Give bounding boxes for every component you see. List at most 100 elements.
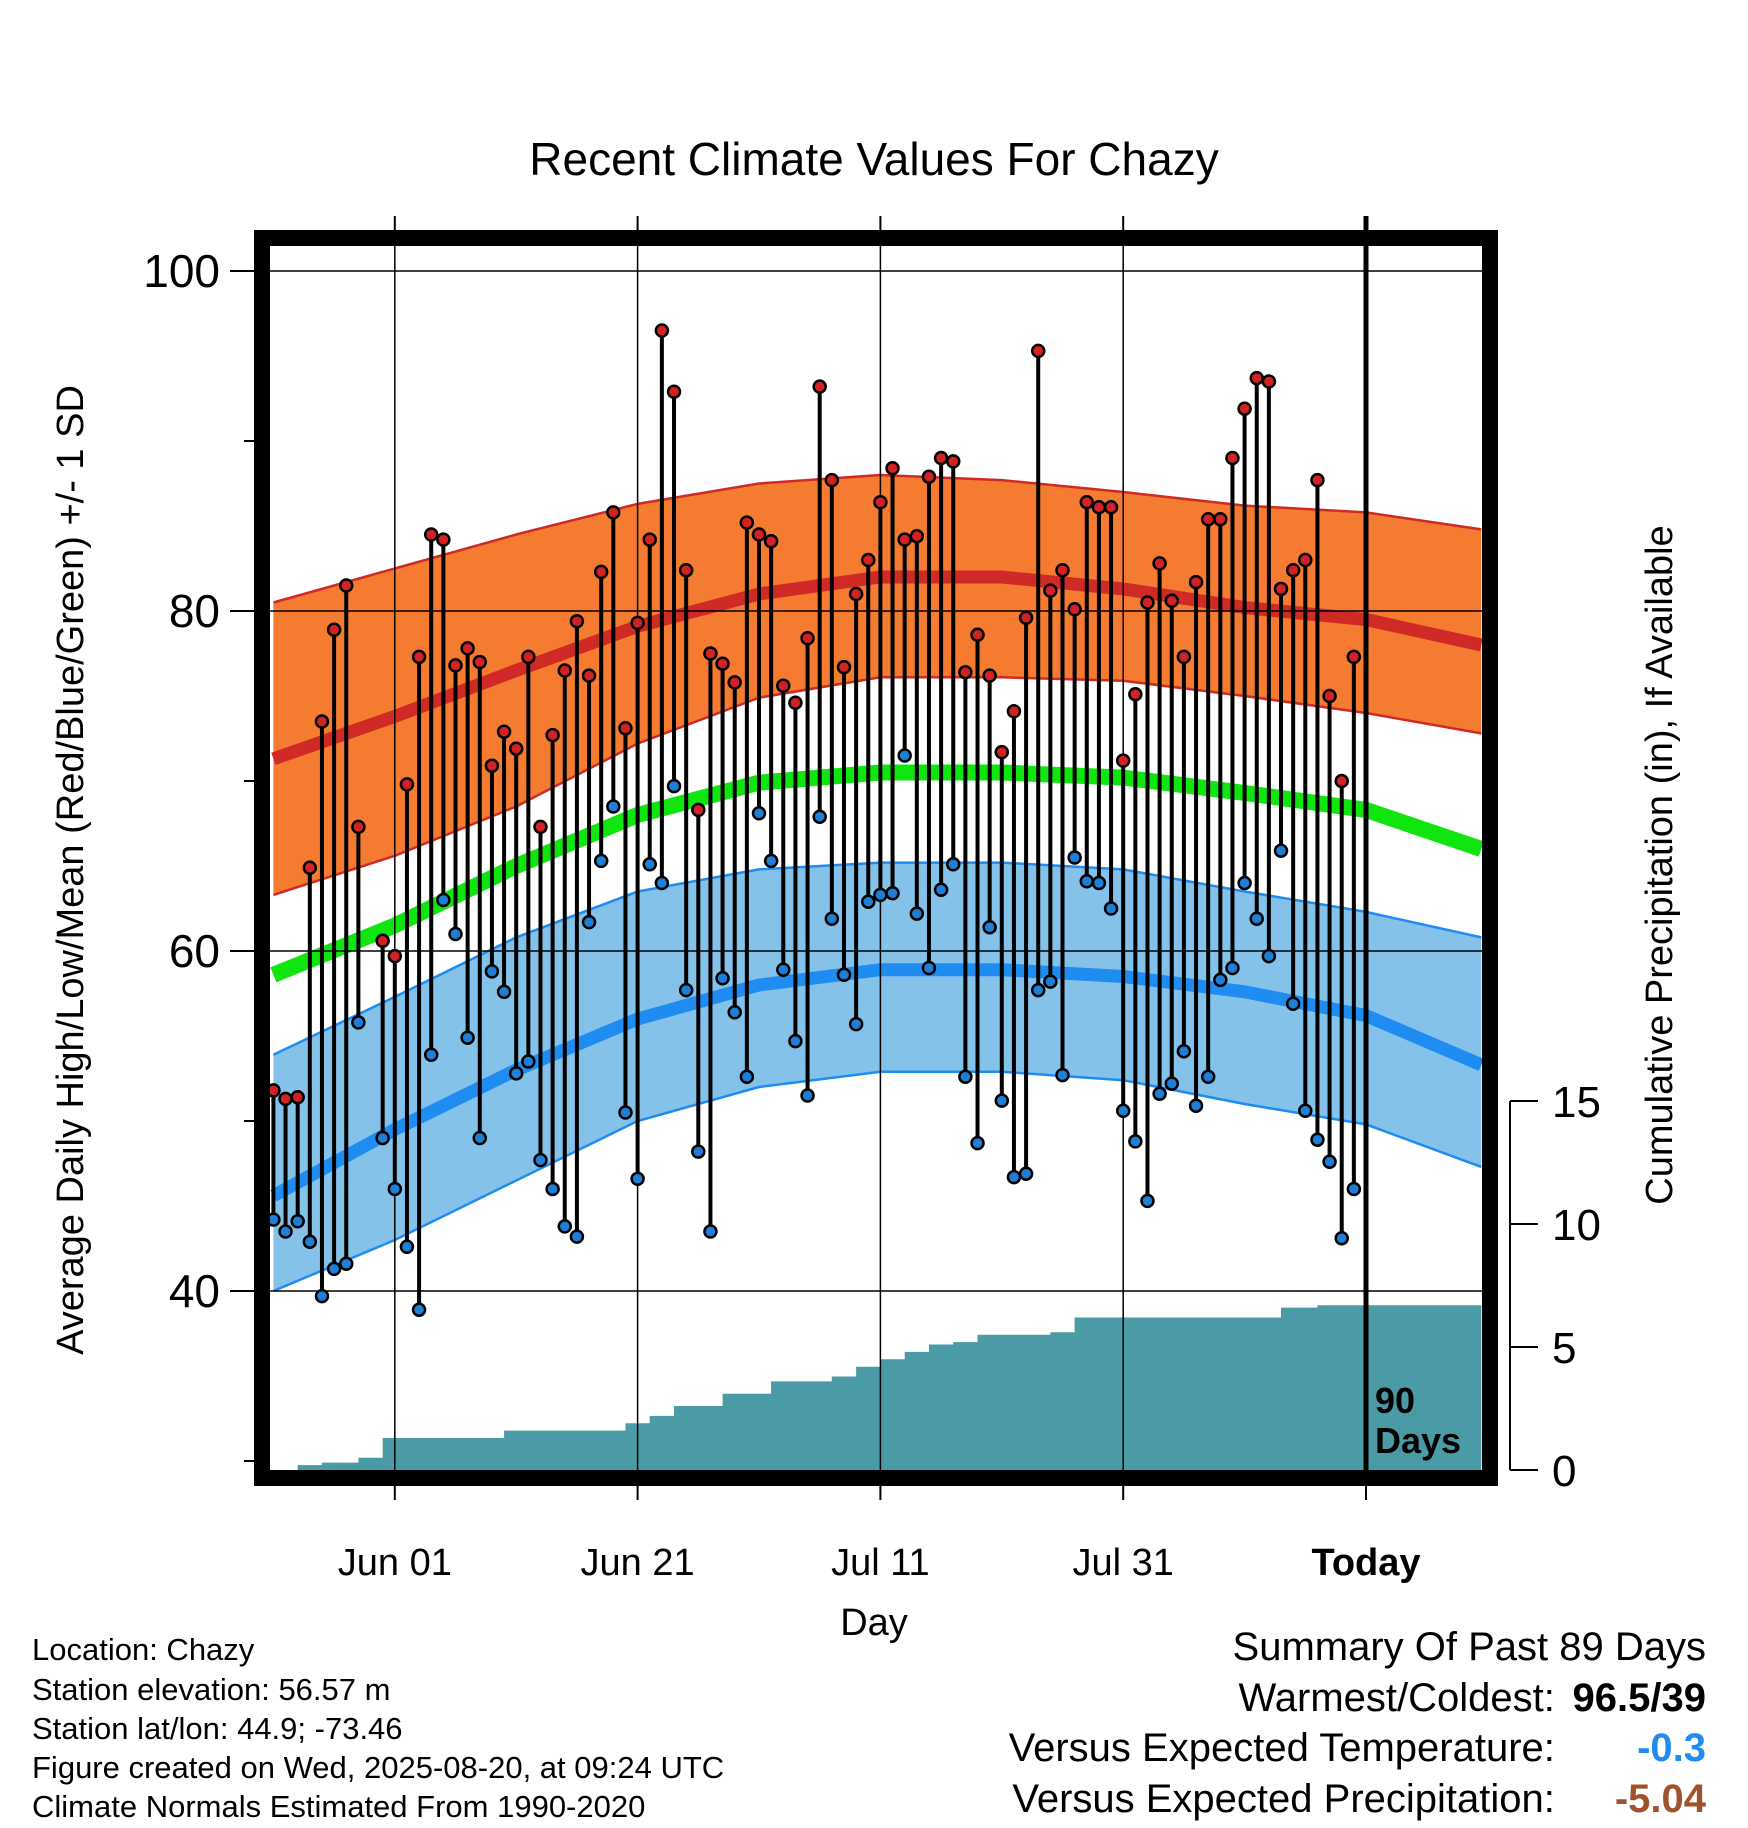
daily-low-point xyxy=(836,967,852,983)
daily-low-point xyxy=(533,1152,548,1168)
summary-precip-row: Versus Expected Precipitation: -5.04 xyxy=(1012,1778,1706,1820)
daily-low-point xyxy=(812,809,827,824)
today-marker-label-line1: 90 xyxy=(1375,1380,1415,1421)
daily-high-point xyxy=(812,379,827,394)
daily-low-point xyxy=(557,1219,573,1234)
daily-high-point xyxy=(715,656,730,671)
summary-title: Summary Of Past 89 Days xyxy=(1232,1625,1706,1669)
daily-high-point xyxy=(873,494,888,510)
y-tick-label: 100 xyxy=(143,245,220,297)
y2-tick-label: 10 xyxy=(1552,1201,1601,1250)
daily-high-point xyxy=(290,1089,305,1105)
daily-low-point xyxy=(1261,948,1277,964)
daily-low-point xyxy=(703,1224,718,1239)
daily-low-point xyxy=(460,1030,475,1045)
daily-low-point xyxy=(788,1033,803,1049)
daily-high-point xyxy=(399,777,415,792)
daily-low-point xyxy=(1103,901,1119,916)
daily-high-point xyxy=(727,675,742,690)
summary-temp-row: Versus Expected Temperature: -0.3 xyxy=(1009,1727,1706,1769)
daily-low-point xyxy=(921,960,937,976)
daily-low-point xyxy=(1115,1103,1131,1119)
daily-low-point xyxy=(776,962,791,977)
today-marker-label-line2: Days xyxy=(1375,1420,1461,1461)
daily-low-point xyxy=(411,1302,427,1317)
daily-high-point xyxy=(1346,649,1362,665)
station-latlon: Station lat/lon: 44.9; -73.46 xyxy=(32,1711,403,1746)
station-elevation: Station elevation: 56.57 m xyxy=(32,1672,391,1707)
daily-low-point xyxy=(1091,875,1107,891)
high-normal-band xyxy=(273,475,1482,895)
daily-high-point xyxy=(1249,370,1264,386)
daily-low-point xyxy=(326,1261,342,1277)
daily-low-point xyxy=(472,1130,488,1146)
daily-low-point xyxy=(739,1069,755,1085)
summary-warmest-row: Warmest/Coldest: 96.5/39 xyxy=(1239,1677,1707,1719)
daily-low-point xyxy=(399,1239,415,1255)
daily-high-point xyxy=(1285,562,1301,578)
daily-low-point xyxy=(630,1171,645,1187)
daily-high-point xyxy=(1115,753,1131,768)
daily-low-point xyxy=(351,1015,366,1030)
y2-tick-label: 5 xyxy=(1552,1324,1576,1373)
daily-low-point xyxy=(436,892,451,908)
daily-high-point xyxy=(909,528,925,544)
daily-high-point xyxy=(423,527,439,542)
daily-low-point xyxy=(1322,1154,1337,1170)
daily-high-point xyxy=(496,724,512,739)
daily-high-point xyxy=(933,450,949,466)
daily-low-point xyxy=(448,926,463,942)
daily-low-point xyxy=(1213,972,1228,988)
daily-low-point xyxy=(691,1144,706,1159)
daily-high-point xyxy=(776,678,791,694)
summary-temp-value: -0.3 xyxy=(1637,1726,1706,1770)
daily-high-point xyxy=(763,534,779,549)
daily-low-point xyxy=(824,911,840,926)
daily-low-point xyxy=(496,984,512,1000)
daily-low-point xyxy=(1164,1076,1180,1091)
daily-high-point xyxy=(302,860,318,875)
daily-high-point xyxy=(897,532,912,547)
daily-low-point xyxy=(654,875,670,891)
daily-low-point xyxy=(1067,850,1082,865)
x-tick-label: Jul 11 xyxy=(831,1542,930,1584)
daily-high-point xyxy=(606,505,621,520)
summary-warmest-label: Warmest/Coldest: xyxy=(1238,1676,1555,1720)
daily-low-point xyxy=(945,857,961,872)
daily-high-point xyxy=(1237,401,1252,416)
daily-high-point xyxy=(581,668,597,683)
daily-high-point xyxy=(1225,450,1240,466)
daily-high-point xyxy=(1128,687,1143,702)
daily-high-point xyxy=(533,819,548,835)
daily-low-point xyxy=(1079,874,1095,889)
daily-low-point xyxy=(885,885,900,901)
y2-tick-label: 15 xyxy=(1552,1078,1601,1127)
daily-low-point xyxy=(375,1130,390,1146)
daily-high-point xyxy=(1055,562,1070,578)
daily-low-point xyxy=(581,914,597,930)
daily-high-point xyxy=(1091,500,1107,515)
summary-temp-label: Versus Expected Temperature: xyxy=(1008,1726,1555,1770)
daily-low-point xyxy=(751,806,767,821)
daily-high-point xyxy=(945,454,961,469)
daily-low-point xyxy=(1043,974,1058,989)
plot-frame xyxy=(254,230,1498,1486)
daily-low-point xyxy=(1346,1181,1362,1197)
daily-high-point xyxy=(1103,500,1119,515)
daily-high-point xyxy=(1334,773,1349,789)
daily-low-point xyxy=(1188,1098,1204,1113)
summary-warmest-value: 96.5/39 xyxy=(1572,1676,1706,1720)
daily-high-point xyxy=(1322,688,1337,704)
daily-low-point xyxy=(909,906,925,921)
daily-low-point xyxy=(606,799,621,814)
daily-high-point xyxy=(1043,583,1058,598)
daily-high-point xyxy=(375,933,390,949)
daily-high-point xyxy=(678,562,694,578)
daily-high-point xyxy=(508,741,524,756)
daily-low-point xyxy=(1152,1086,1167,1102)
daily-high-point xyxy=(970,627,985,643)
daily-high-point xyxy=(836,659,852,675)
daily-low-point xyxy=(1285,996,1301,1011)
daily-low-point xyxy=(678,982,694,998)
summary-precip-label: Versus Expected Precipitation: xyxy=(1012,1777,1555,1821)
